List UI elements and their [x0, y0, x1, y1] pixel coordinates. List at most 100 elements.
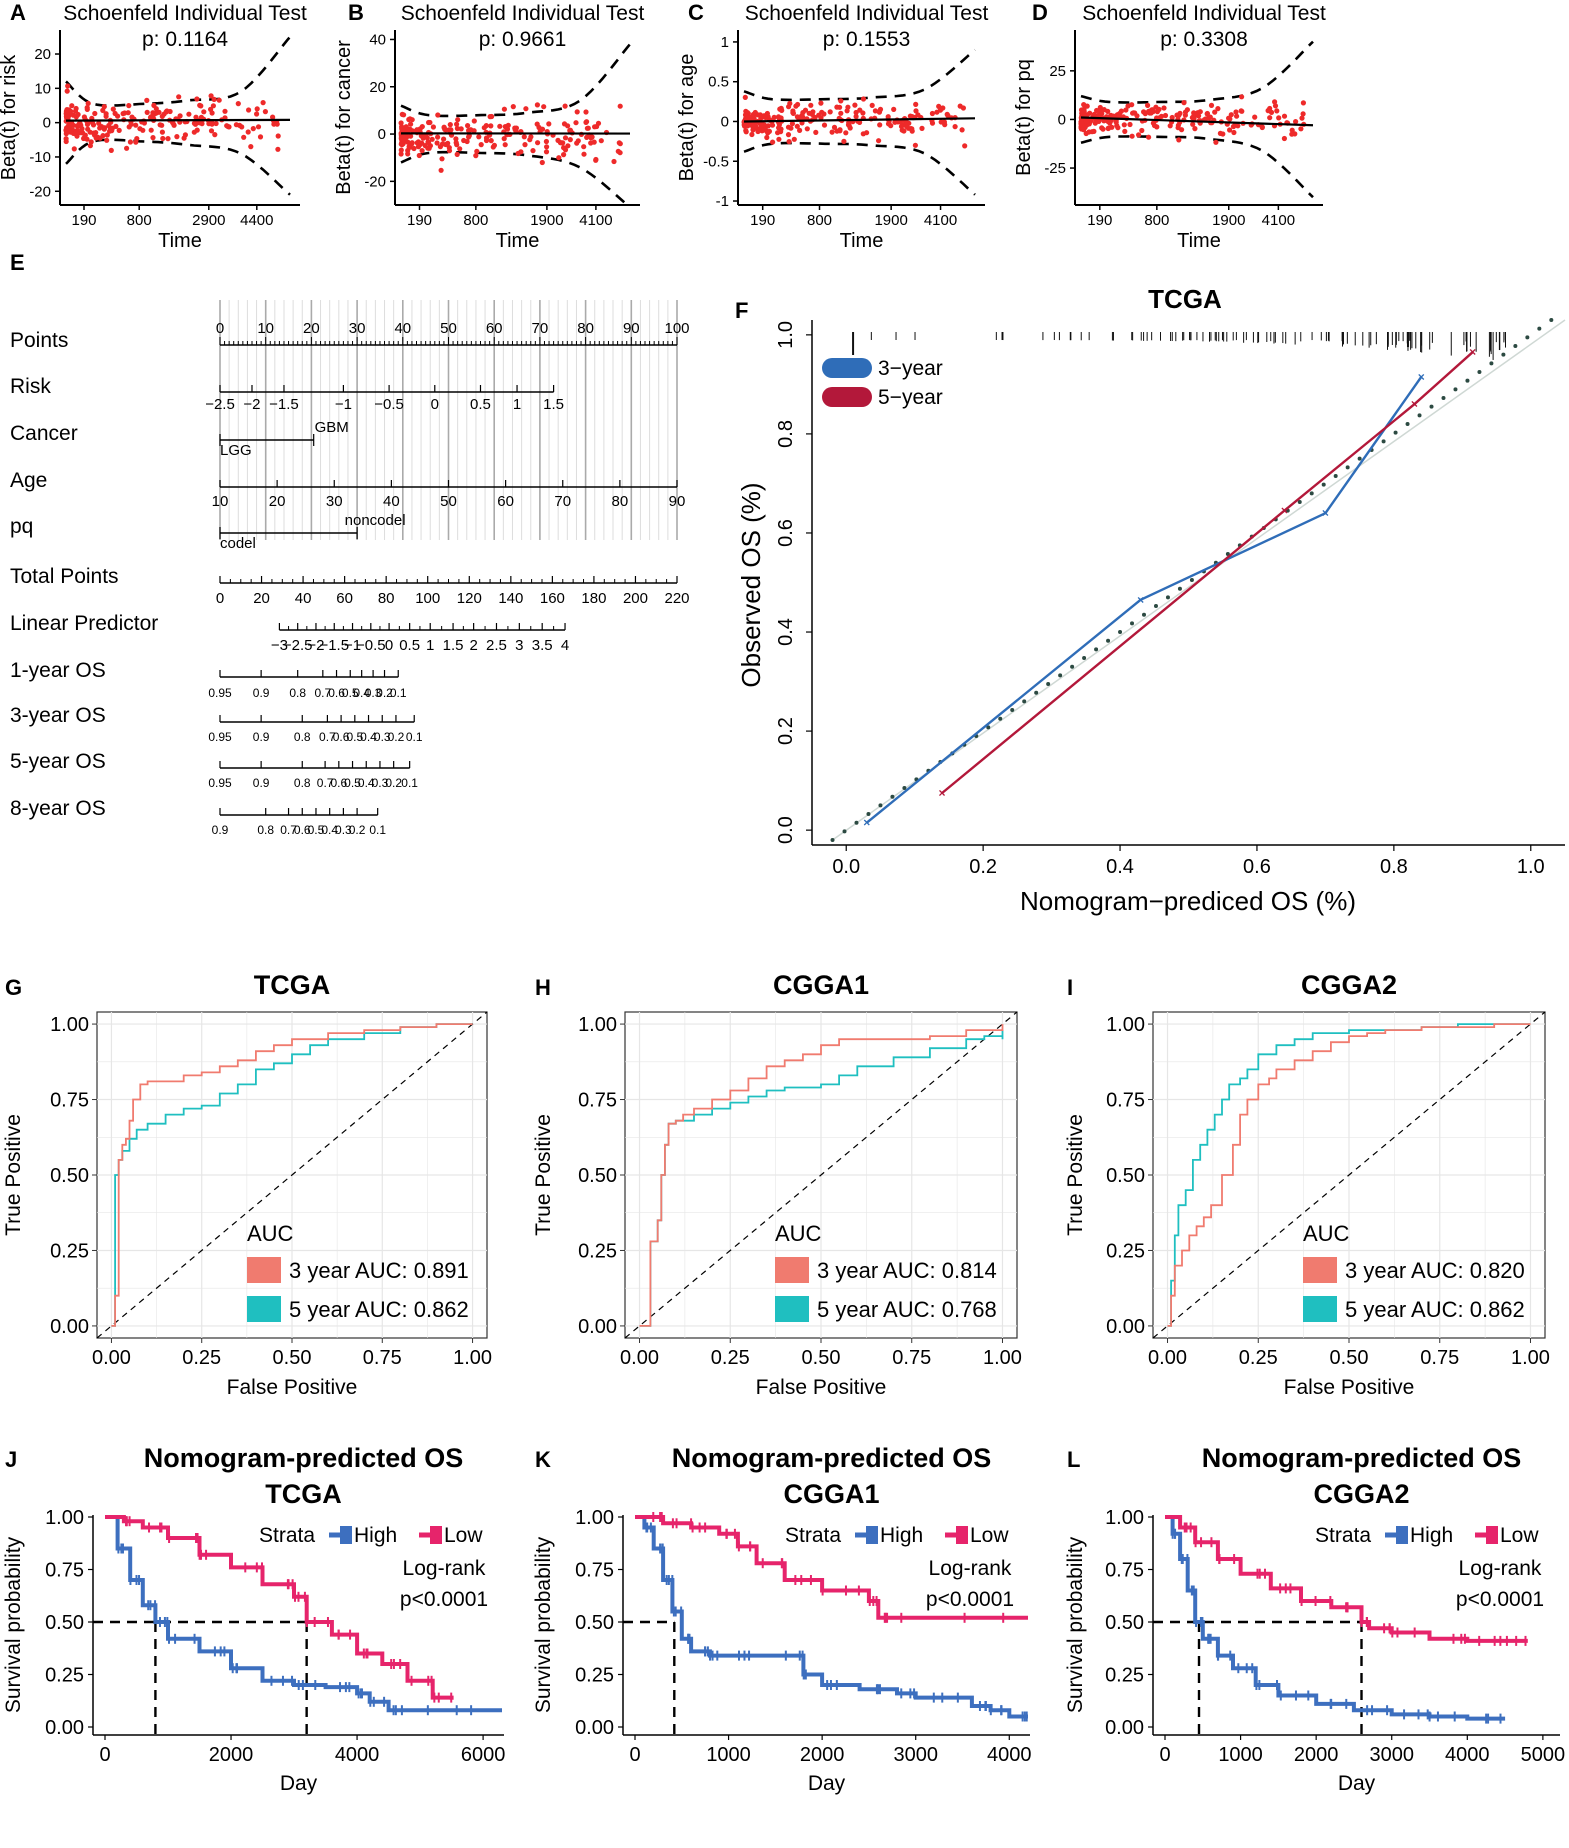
residual-point	[134, 136, 140, 142]
reference-dot	[1082, 656, 1087, 661]
residual-point	[96, 120, 102, 126]
residual-point	[1086, 129, 1092, 135]
scale-tick-label: 0.6	[328, 686, 345, 700]
scale-tick-label: 200	[623, 590, 648, 607]
calibration-point: ×	[1418, 370, 1425, 384]
residual-point	[74, 129, 80, 135]
residual-point	[1298, 126, 1304, 132]
legend-swatch	[775, 1296, 809, 1322]
scale-tick-label: 0.9	[253, 776, 270, 790]
y-tick-label: 0.75	[575, 1560, 614, 1582]
residual-point	[617, 103, 623, 109]
residual-point	[1134, 113, 1140, 119]
residual-point	[104, 132, 110, 138]
legend-label: Low	[1500, 1524, 1539, 1547]
legend-label: 3 year AUC: 0.820	[1345, 1258, 1525, 1283]
reference-dot	[1130, 621, 1135, 626]
scale-tick-label: 0.5	[344, 776, 361, 790]
chance-diagonal	[96, 1011, 488, 1339]
residual-point	[84, 136, 90, 142]
residual-point	[1267, 115, 1273, 121]
legend: AUC 3 year AUC: 0.820 5 year AUC: 0.862	[1303, 1221, 1525, 1322]
y-tick-label: 0.5	[708, 74, 729, 91]
residual-point	[100, 133, 106, 139]
residual-point	[1127, 121, 1133, 128]
residual-point	[164, 108, 170, 114]
residual-point	[490, 144, 496, 150]
residual-point	[1139, 127, 1145, 134]
residual-point	[1101, 107, 1107, 113]
y-tick-label: 1.00	[45, 1507, 84, 1529]
x-axis-title: Day	[280, 1772, 318, 1795]
residual-point	[831, 124, 838, 130]
residual-point	[837, 104, 843, 110]
residual-point	[151, 102, 157, 108]
residual-point	[838, 98, 844, 104]
scale-tick-label: 0.1	[406, 730, 423, 744]
residual-point	[1182, 112, 1188, 118]
residual-point	[69, 103, 75, 109]
residual-point	[478, 142, 484, 148]
residual-point	[426, 119, 432, 126]
residual-point	[1078, 119, 1084, 125]
residual-point	[934, 109, 940, 115]
residual-point	[1184, 107, 1190, 113]
residual-point	[1129, 133, 1135, 139]
residual-point	[843, 130, 849, 136]
x-tick-label: 190	[750, 212, 775, 229]
residual-point	[588, 140, 594, 146]
points-tick-label: 80	[577, 320, 594, 337]
y-tick-label: -0.5	[703, 153, 729, 170]
residual-point	[794, 123, 800, 129]
scale-tick-label: −2	[307, 637, 324, 654]
residual-point	[409, 117, 415, 123]
residual-point	[1161, 105, 1167, 111]
residual-point	[194, 127, 200, 133]
residual-point	[75, 111, 81, 118]
residual-point	[64, 88, 70, 94]
legend-label: High	[1410, 1524, 1453, 1547]
residual-point	[235, 101, 241, 107]
y-tick-label: 0.50	[1105, 1612, 1144, 1634]
residual-point	[1084, 103, 1090, 109]
chart-title: Schoenfeld Individual Test	[745, 2, 989, 25]
residual-point	[435, 134, 441, 140]
residual-point	[422, 133, 428, 139]
residual-point	[1189, 115, 1195, 121]
residual-point	[785, 132, 792, 138]
calibration-point: ×	[1469, 345, 1476, 359]
scale-tick-label: 0.4	[321, 823, 338, 837]
panel-label: B	[348, 0, 364, 25]
residual-point	[584, 125, 591, 131]
x-tick-label: 1900	[530, 212, 563, 229]
nomogram-grid	[219, 300, 678, 540]
scale-tick-label: 0.4	[360, 730, 377, 744]
y-tick-label: 0.25	[1105, 1665, 1144, 1687]
residual-point	[1276, 115, 1282, 121]
panel-f: F TCGA 0.0 0.2 0.4 0.6 0.8 1.0 0.0 0.2 0.4 0.6 0.8 1.…	[735, 284, 1566, 916]
residual-point	[789, 121, 796, 127]
y-tick-label: 0.8	[775, 420, 797, 448]
residual-point	[534, 102, 541, 108]
residual-point	[454, 121, 460, 127]
residual-point	[124, 145, 130, 151]
panel-label: L	[1067, 1447, 1080, 1472]
legend-label: Low	[970, 1524, 1009, 1547]
legend-swatch	[822, 358, 872, 378]
x-axis-title: Day	[1338, 1772, 1376, 1795]
residual-point	[940, 105, 946, 111]
legend-swatch	[822, 387, 872, 407]
calibration-point: ×	[1322, 506, 1329, 520]
scale-tick-label: 0.5	[346, 730, 363, 744]
y-tick-label: 0.25	[1106, 1240, 1145, 1262]
scale-tick-label: −2	[243, 396, 260, 413]
residual-point	[129, 114, 135, 120]
residual-point	[1149, 107, 1155, 113]
residual-point	[65, 83, 71, 89]
reference-dot	[1465, 378, 1470, 383]
residual-point	[140, 127, 146, 133]
x-tick-label: 4400	[240, 212, 273, 229]
km-curve-high	[635, 1515, 1028, 1719]
legend-label: High	[354, 1524, 397, 1547]
x-tick-label: 0.00	[620, 1347, 659, 1369]
